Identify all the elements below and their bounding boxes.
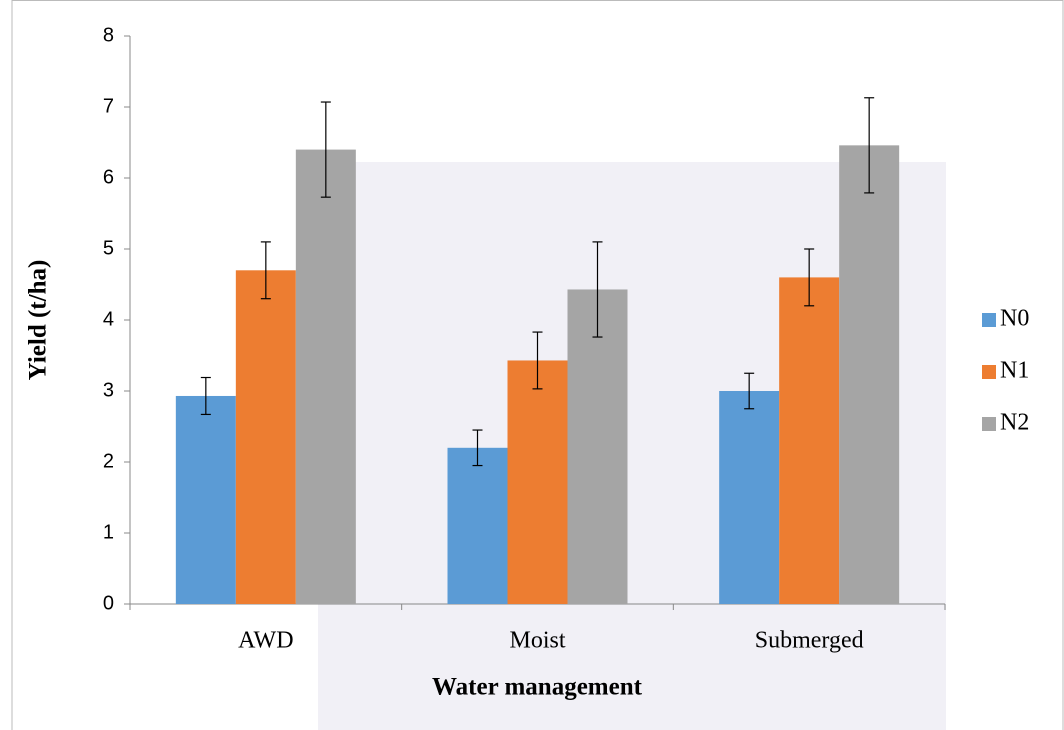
legend-label: N2: [1000, 410, 1029, 436]
x-tick-label: Moist: [509, 628, 565, 654]
x-axis-title: Water management: [432, 674, 643, 701]
bar: [508, 360, 568, 604]
legend-swatch: [982, 417, 996, 431]
legend-swatch: [982, 365, 996, 379]
y-tick-label: 0: [103, 592, 114, 614]
bar: [719, 391, 779, 604]
legend-label: N0: [1000, 306, 1029, 332]
chart: Yield (t/ha) Water management 0 1 2 3 4 5 6 7 8 A…: [0, 0, 1064, 730]
bar: [236, 270, 296, 604]
y-tick-label: 2: [103, 450, 114, 472]
x-tick-label: AWD: [238, 628, 293, 654]
y-tick-label: 3: [103, 379, 114, 401]
bar: [839, 145, 899, 604]
y-tick-label: 6: [103, 166, 114, 188]
bar: [448, 448, 508, 604]
legend-swatch: [982, 313, 996, 327]
y-tick-label: 7: [103, 95, 114, 117]
y-tick-label: 4: [103, 308, 114, 330]
y-axis-title: Yield (t/ha): [25, 260, 52, 381]
x-tick-label: Submerged: [755, 628, 864, 654]
y-tick-label: 1: [103, 521, 114, 543]
bar: [176, 396, 236, 604]
bar: [779, 277, 839, 604]
legend-label: N1: [1000, 358, 1029, 384]
y-tick-label: 5: [103, 237, 114, 259]
y-tick-label: 8: [103, 24, 114, 46]
bar: [296, 150, 356, 604]
